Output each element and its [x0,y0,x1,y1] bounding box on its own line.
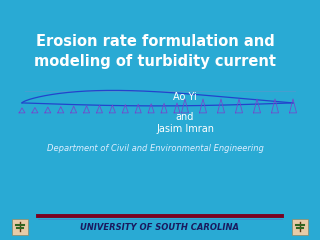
Text: Erosion rate formulation and
modeling of turbidity current: Erosion rate formulation and modeling of… [34,34,276,69]
Text: UNIVERSITY OF SOUTH CAROLINA: UNIVERSITY OF SOUTH CAROLINA [81,223,239,232]
Text: Jasim Imran: Jasim Imran [156,124,214,134]
Text: Department of Civil and Environmental Engineering: Department of Civil and Environmental En… [47,144,263,153]
FancyBboxPatch shape [292,219,308,235]
FancyBboxPatch shape [12,219,28,235]
Text: Ao Yi: Ao Yi [173,92,197,102]
Text: and: and [176,112,194,122]
